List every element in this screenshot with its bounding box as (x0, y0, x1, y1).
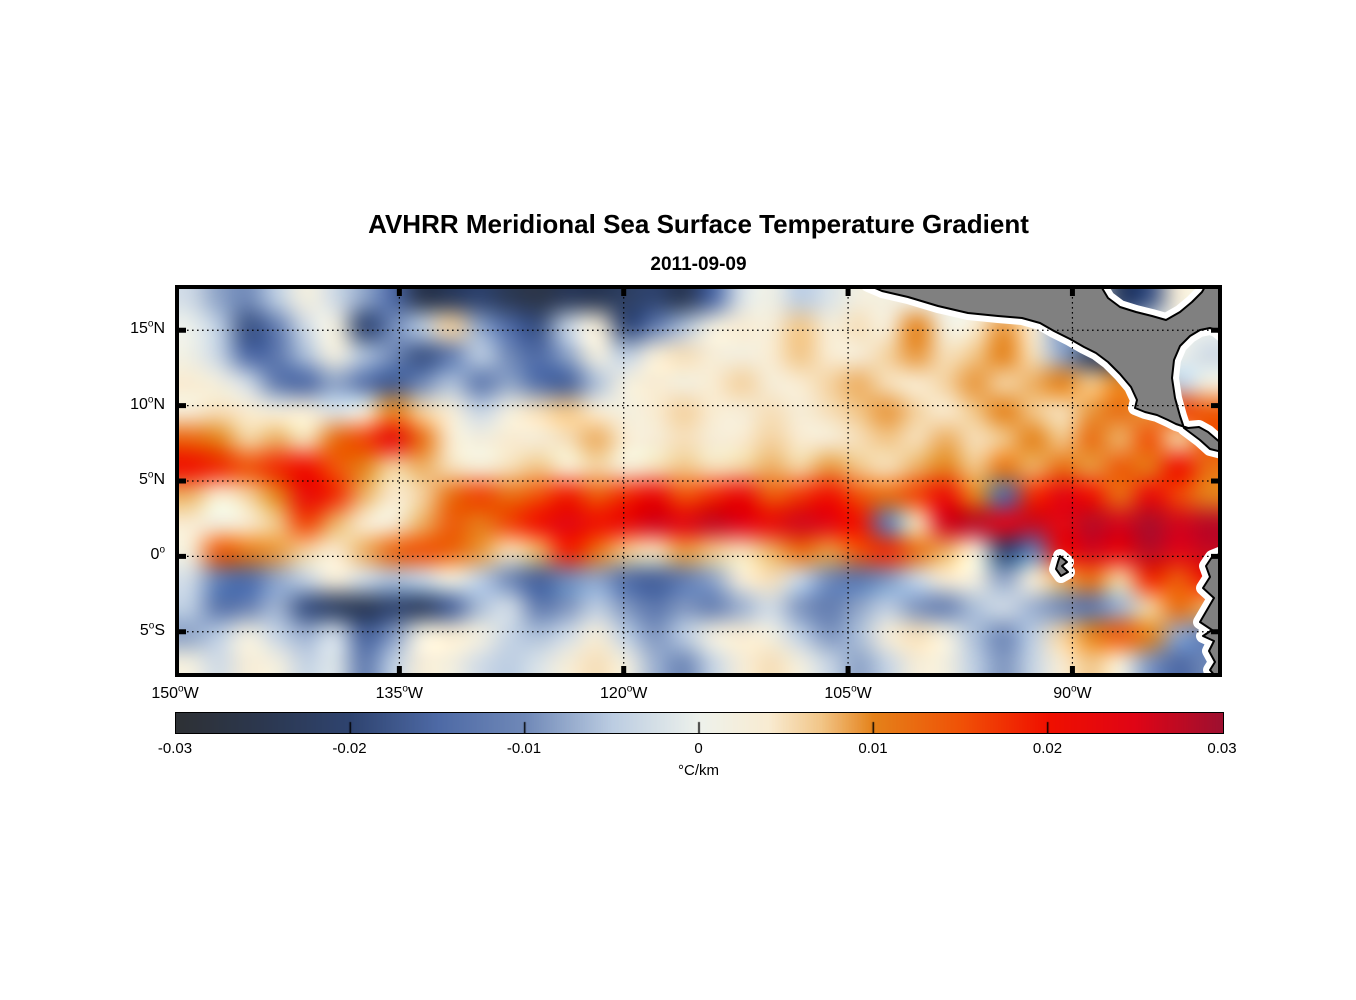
colorbar-gradient (176, 713, 1223, 733)
colorbar-tick-label: 0.02 (1032, 740, 1063, 757)
lon-tick-label: 90oW (1053, 683, 1092, 702)
chart-title: AVHRR Meridional Sea Surface Temperature… (368, 209, 1029, 239)
lat-tick-label: 5oN (138, 469, 165, 488)
colorbar-tick-label: -0.01 (506, 740, 542, 757)
landmass-mexico-central-america (867, 285, 1222, 453)
colorbar (175, 712, 1224, 734)
lat-tick-label: 0o (150, 545, 165, 564)
lat-tick-label: 5oS (139, 620, 165, 639)
colorbar-tick-label: 0.03 (1207, 740, 1237, 757)
colorbar-unit-label: °C/km (678, 762, 719, 779)
landmass-galapagos-islands (1055, 555, 1069, 577)
lat-tick-label: 15oN (130, 318, 165, 338)
lon-tick-label: 120oW (600, 683, 648, 702)
map-overlay (175, 285, 1222, 677)
colorbar-tick-label: 0.01 (858, 740, 888, 757)
colorbar-tick-label: -0.02 (332, 740, 367, 757)
lon-tick-label: 150oW (151, 683, 199, 702)
map-plot (175, 285, 1222, 677)
lon-tick-label: 105oW (824, 683, 872, 702)
chart-subtitle: 2011-09-09 (650, 254, 747, 275)
colorbar-tick-label: 0 (694, 740, 703, 757)
colorbar-tick-label: -0.03 (157, 740, 193, 757)
lat-tick-label: 10oN (130, 394, 165, 413)
lon-tick-label: 135oW (375, 683, 424, 702)
